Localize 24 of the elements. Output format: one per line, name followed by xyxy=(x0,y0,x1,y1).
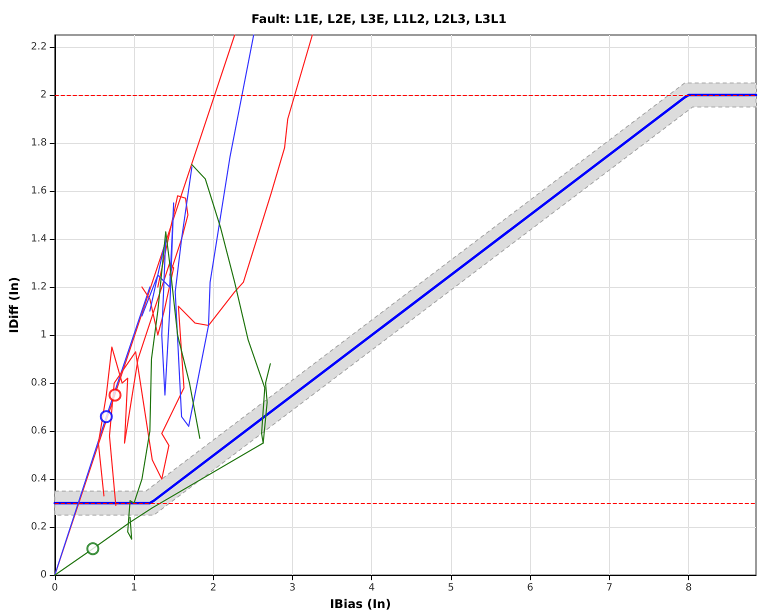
x-tick-label: 1 xyxy=(130,582,138,594)
y-tick-label: 1.6 xyxy=(30,186,47,197)
y-tick-label: 0 xyxy=(40,570,47,581)
y-tick-label: 1.2 xyxy=(30,282,47,293)
x-tick-label: 8 xyxy=(685,582,692,594)
x-tick-label: 7 xyxy=(606,582,613,594)
x-tick-label: 6 xyxy=(527,582,534,594)
y-tick-label: 0.6 xyxy=(30,426,47,437)
y-tick-label: 0.2 xyxy=(30,522,47,533)
x-tick-label: 5 xyxy=(448,582,454,594)
y-tick-label: 1.8 xyxy=(30,138,47,149)
x-tick-label: 0 xyxy=(52,582,58,594)
x-tick-label: 2 xyxy=(210,582,216,594)
y-tick-label: 0.8 xyxy=(30,378,47,389)
x-tick-label: 3 xyxy=(289,582,296,594)
y-tick-label: 1 xyxy=(40,330,47,341)
y-tick-label: 2 xyxy=(40,90,47,101)
y-tick-label: 1.4 xyxy=(30,234,47,245)
x-axis-title: IBias (In) xyxy=(330,597,391,611)
y-tick-label: 2.2 xyxy=(30,42,47,52)
y-axis-title: IDiff (In) xyxy=(7,276,21,334)
chart-title: Fault: L1E, L2E, L3E, L1L2, L2L3, L3L1 xyxy=(251,12,507,26)
x-tick-label: 4 xyxy=(368,582,375,594)
y-tick-label: 0.4 xyxy=(30,474,47,485)
